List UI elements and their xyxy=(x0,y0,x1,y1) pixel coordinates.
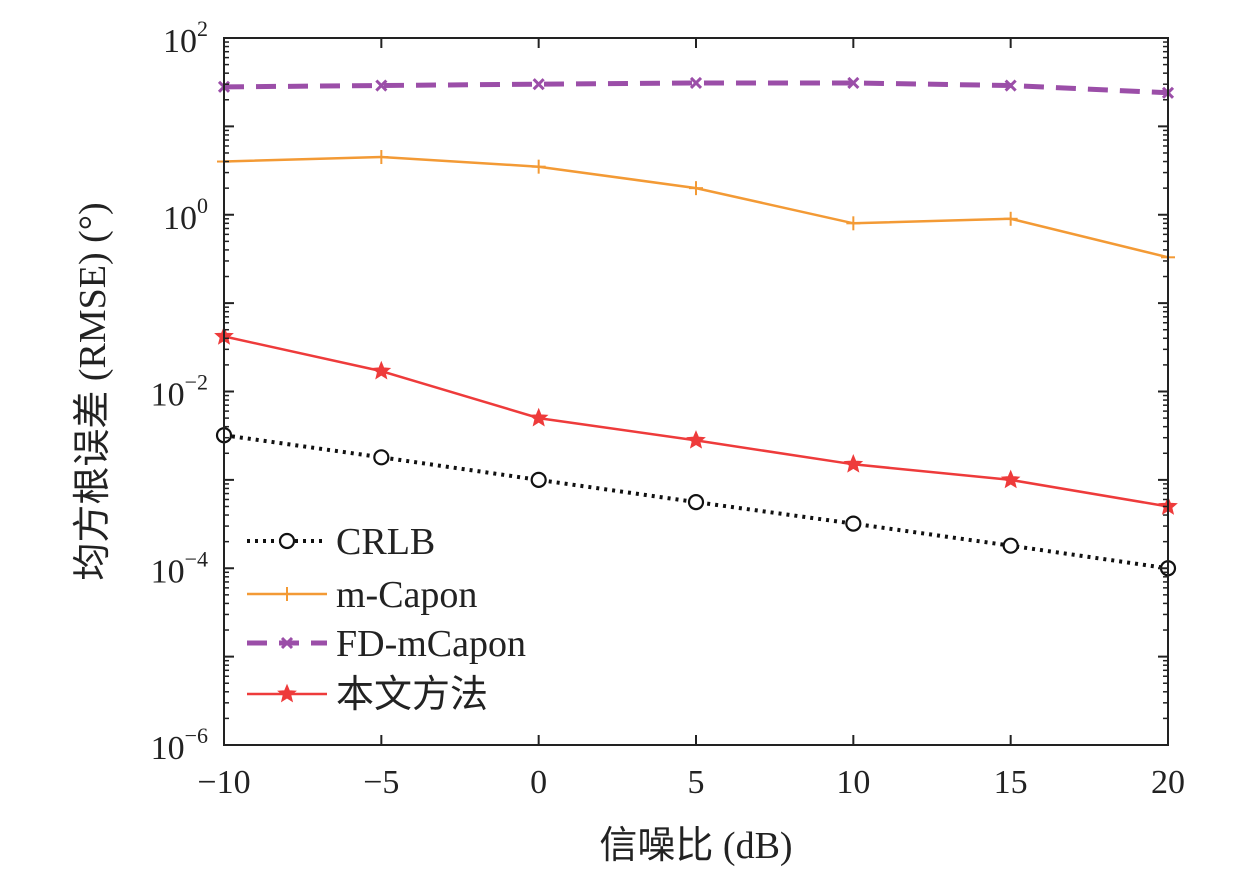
series-0-point xyxy=(687,494,705,511)
x-stroke-b xyxy=(1004,79,1017,92)
y-tick-label: 10−4 xyxy=(151,546,208,590)
x-tick-label: 10 xyxy=(836,764,870,801)
x-stroke-b xyxy=(280,636,294,650)
series-0-point xyxy=(1002,537,1019,554)
x-stroke-b xyxy=(847,76,860,90)
series-0-point xyxy=(530,471,547,488)
series-2-point xyxy=(532,78,545,91)
y-axis-label: 均方根误差 (RMSE) (°) xyxy=(72,202,114,580)
series-1-point xyxy=(531,159,546,174)
legend-swatch-marker xyxy=(280,636,294,650)
series-2-point xyxy=(375,79,388,92)
series-line-1 xyxy=(223,155,1169,259)
y-tick-label: 10−6 xyxy=(151,723,208,767)
series-3-point xyxy=(686,430,706,449)
series-3-point xyxy=(528,407,549,427)
y-tick-label: 102 xyxy=(163,16,208,60)
series-3-point xyxy=(371,360,392,380)
legend-label: 本文方法 xyxy=(336,674,488,716)
x-tick-label: 15 xyxy=(994,764,1028,801)
legend-swatch-marker xyxy=(280,587,294,601)
axis-ticks xyxy=(223,37,1169,746)
legend-label: CRLB xyxy=(336,521,435,563)
legend: CRLB m-Capon FD-mCapon 本文方法 xyxy=(247,521,526,716)
series-1-point xyxy=(846,216,861,231)
x-tick-label: 20 xyxy=(1151,764,1185,801)
legend-swatch-marker xyxy=(278,532,296,550)
series-2-point xyxy=(847,76,860,90)
series-1-point xyxy=(689,181,703,196)
x-tick-label: 5 xyxy=(688,764,705,801)
x-tick-label: 0 xyxy=(530,764,547,801)
series-3-point xyxy=(1000,469,1021,489)
legend-label: m-Capon xyxy=(336,574,477,616)
y-tick-labels: 102 100 10−2 10−4 10−6 xyxy=(151,16,208,767)
x-tick-label: −10 xyxy=(197,764,250,801)
y-tick-label: 100 xyxy=(163,193,208,237)
series-1-point xyxy=(374,150,389,165)
x-tick-labels: −10 −5 0 5 10 15 20 xyxy=(197,764,1185,801)
plot-markers xyxy=(214,76,1178,577)
series-0-point xyxy=(845,515,862,532)
y-tick-label: 10−2 xyxy=(151,370,208,414)
series-3-point xyxy=(843,453,864,473)
series-line-3 xyxy=(223,335,1169,508)
series-1-point xyxy=(1003,211,1018,226)
legend-label: FD-mCapon xyxy=(336,623,526,665)
x-axis-label: 信噪比 (dB) xyxy=(599,825,792,867)
x-stroke-b xyxy=(532,78,545,91)
x-stroke-b xyxy=(689,76,703,90)
series-2-point xyxy=(1004,79,1017,92)
series-0-point xyxy=(373,449,390,466)
series-2-point xyxy=(689,76,703,90)
legend-swatch-marker xyxy=(277,683,297,703)
x-tick-label: −5 xyxy=(363,764,399,801)
x-stroke-b xyxy=(375,79,388,92)
